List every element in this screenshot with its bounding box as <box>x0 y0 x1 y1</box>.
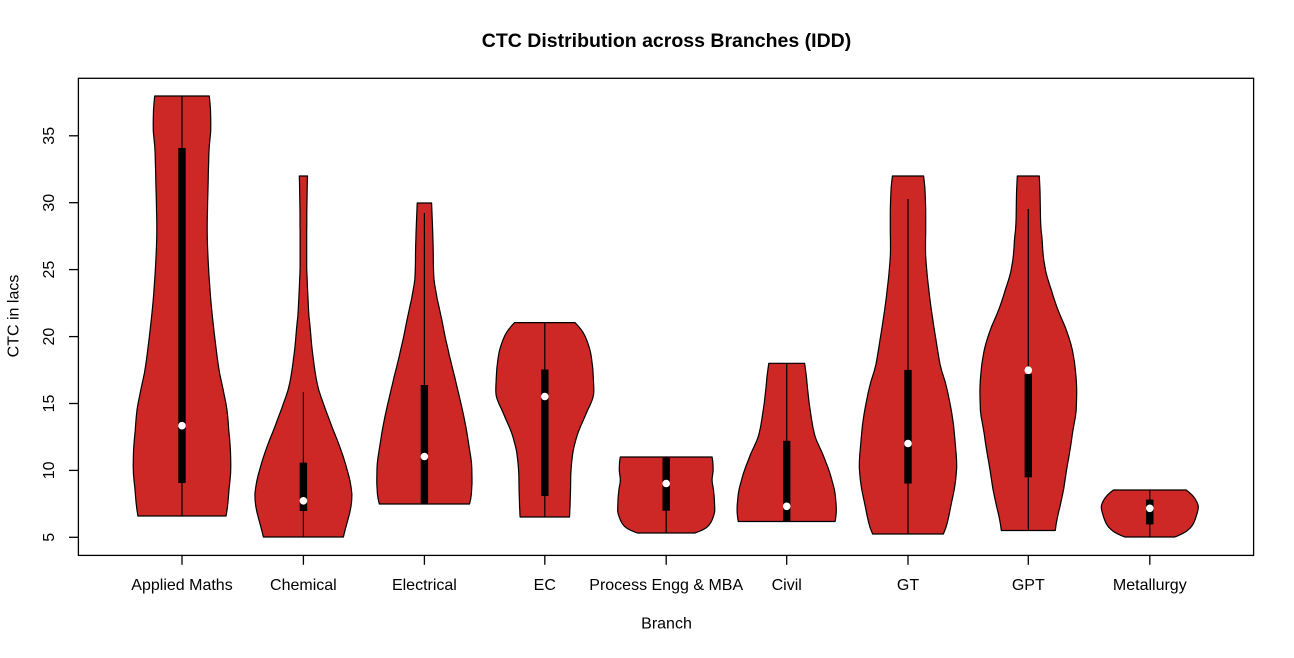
svg-text:GT: GT <box>897 577 919 594</box>
svg-text:Metallurgy: Metallurgy <box>1113 577 1187 594</box>
svg-text:10: 10 <box>41 461 58 479</box>
svg-text:Process Engg & MBA: Process Engg & MBA <box>589 577 743 594</box>
svg-text:EC: EC <box>534 577 556 594</box>
svg-text:Applied Maths: Applied Maths <box>131 577 232 594</box>
svg-text:25: 25 <box>41 261 58 279</box>
svg-text:CTC Distribution across Branch: CTC Distribution across Branches (IDD) <box>482 30 851 52</box>
svg-text:CTC in lacs: CTC in lacs <box>5 275 22 358</box>
svg-text:20: 20 <box>41 328 58 346</box>
svg-text:30: 30 <box>41 194 58 212</box>
svg-text:35: 35 <box>41 127 58 145</box>
svg-text:Chemical: Chemical <box>270 577 337 594</box>
svg-text:Branch: Branch <box>641 615 692 632</box>
svg-text:5: 5 <box>41 533 58 542</box>
svg-text:15: 15 <box>41 395 58 413</box>
svg-text:GPT: GPT <box>1012 577 1045 594</box>
svg-text:Electrical: Electrical <box>392 577 457 594</box>
svg-text:Civil: Civil <box>772 577 802 594</box>
